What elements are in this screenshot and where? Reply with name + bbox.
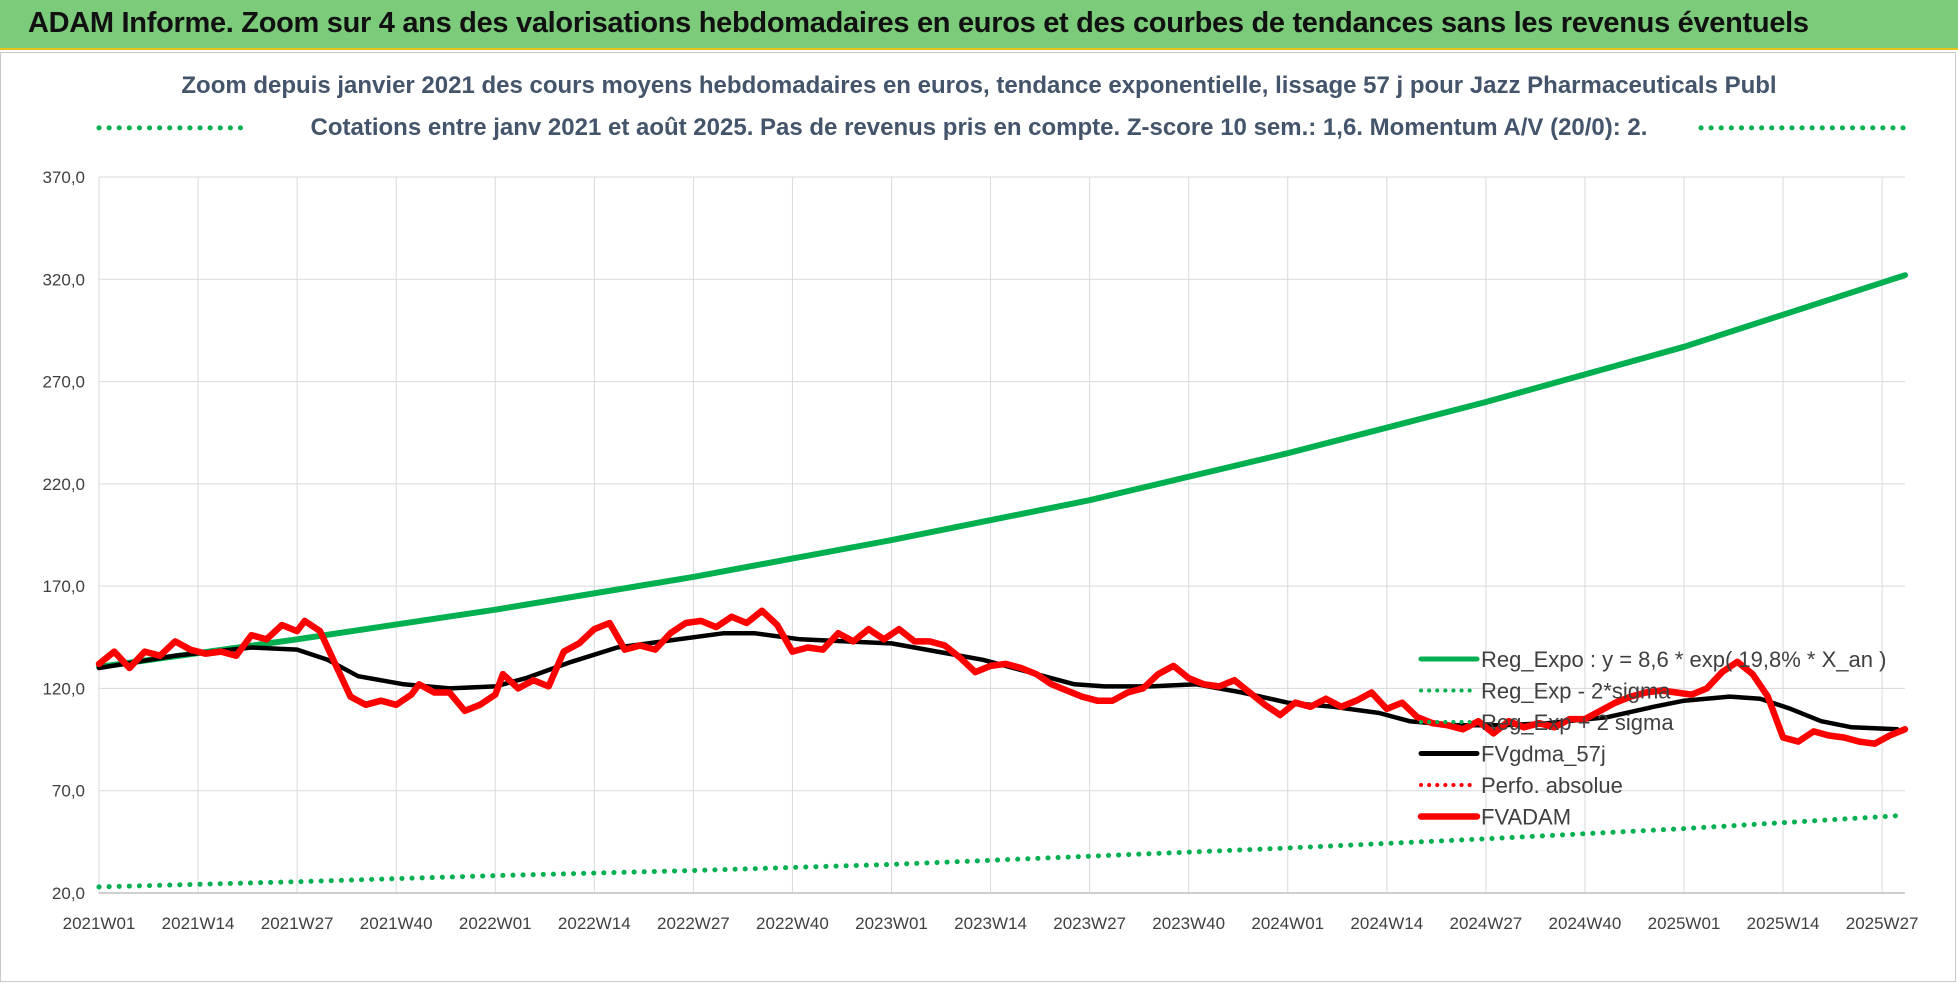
x-tick-label: 2025W14 xyxy=(1747,914,1820,933)
x-tick-label: 2024W01 xyxy=(1251,914,1324,933)
x-tick-label: 2022W40 xyxy=(756,914,829,933)
chart-subtitle-line-1: Zoom depuis janvier 2021 des cours moyen… xyxy=(181,72,1776,99)
y-tick-label: 120,0 xyxy=(42,679,85,698)
x-tick-label: 2021W14 xyxy=(162,914,235,933)
page-title: ADAM Informe. Zoom sur 4 ans des valoris… xyxy=(28,7,1809,39)
x-tick-label: 2022W14 xyxy=(558,914,631,933)
x-tick-label: 2025W27 xyxy=(1846,914,1919,933)
series-line-fvgdma_57j xyxy=(96,630,1900,732)
legend-label: Reg_Expo : y = 8,6 * exp( 19,8% * X_an ) xyxy=(1481,647,1886,672)
series-line-reg_exp xyxy=(96,812,1908,890)
chart-subtitle-line-2: Cotations entre janv 2021 et août 2025. … xyxy=(311,114,1648,141)
legend-label: FVgdma_57j xyxy=(1481,742,1606,767)
x-tick-label: 2021W40 xyxy=(360,914,433,933)
x-tick-label: 2021W01 xyxy=(63,914,136,933)
y-tick-label: 20,0 xyxy=(52,884,85,903)
legend-label: Perfo. absolue xyxy=(1481,773,1623,798)
x-axis-ticks: 2021W01 2021W14 2021W27 2021W40 2022W01 2022W… xyxy=(63,914,1919,933)
legend-label: Reg_Exp - 2*sigma xyxy=(1481,679,1671,704)
x-tick-label: 2022W27 xyxy=(657,914,730,933)
legend-label: FVADAM xyxy=(1481,805,1571,830)
y-tick-label: 320,0 xyxy=(42,270,85,289)
grid-lines xyxy=(98,176,1905,894)
legend: Reg_Expo : y = 8,6 * exp( 19,8% * X_an )… xyxy=(1417,647,1886,830)
x-tick-label: 2023W40 xyxy=(1152,914,1225,933)
y-tick-label: 370,0 xyxy=(42,168,85,187)
chart-area: Zoom depuis janvier 2021 des cours moyen… xyxy=(0,52,1956,982)
legend-label: Reg_Exp + 2 sigma xyxy=(1481,710,1674,735)
chart-svg: Zoom depuis janvier 2021 des cours moyen… xyxy=(42,72,1919,933)
x-tick-label: 2023W01 xyxy=(855,914,928,933)
y-axis-ticks: 370,0 320,0 270,0 220,0 170,0 120,0 70,0 20,0 xyxy=(42,168,85,903)
x-tick-label: 2023W14 xyxy=(954,914,1027,933)
y-tick-label: 270,0 xyxy=(42,373,85,392)
y-tick-label: 70,0 xyxy=(52,782,85,801)
series-line-reg_expo xyxy=(96,272,1908,670)
x-tick-label: 2021W27 xyxy=(261,914,334,933)
header-banner: ADAM Informe. Zoom sur 4 ans des valoris… xyxy=(0,0,1958,50)
x-tick-label: 2024W40 xyxy=(1549,914,1622,933)
x-tick-label: 2024W27 xyxy=(1449,914,1522,933)
series-line-fvadam xyxy=(95,607,1909,747)
x-tick-label: 2023W27 xyxy=(1053,914,1126,933)
y-tick-label: 170,0 xyxy=(42,577,85,596)
x-tick-label: 2022W01 xyxy=(459,914,532,933)
y-tick-label: 220,0 xyxy=(42,475,85,494)
x-tick-label: 2025W01 xyxy=(1648,914,1721,933)
series-lines xyxy=(95,125,1909,890)
x-tick-label: 2024W14 xyxy=(1350,914,1423,933)
